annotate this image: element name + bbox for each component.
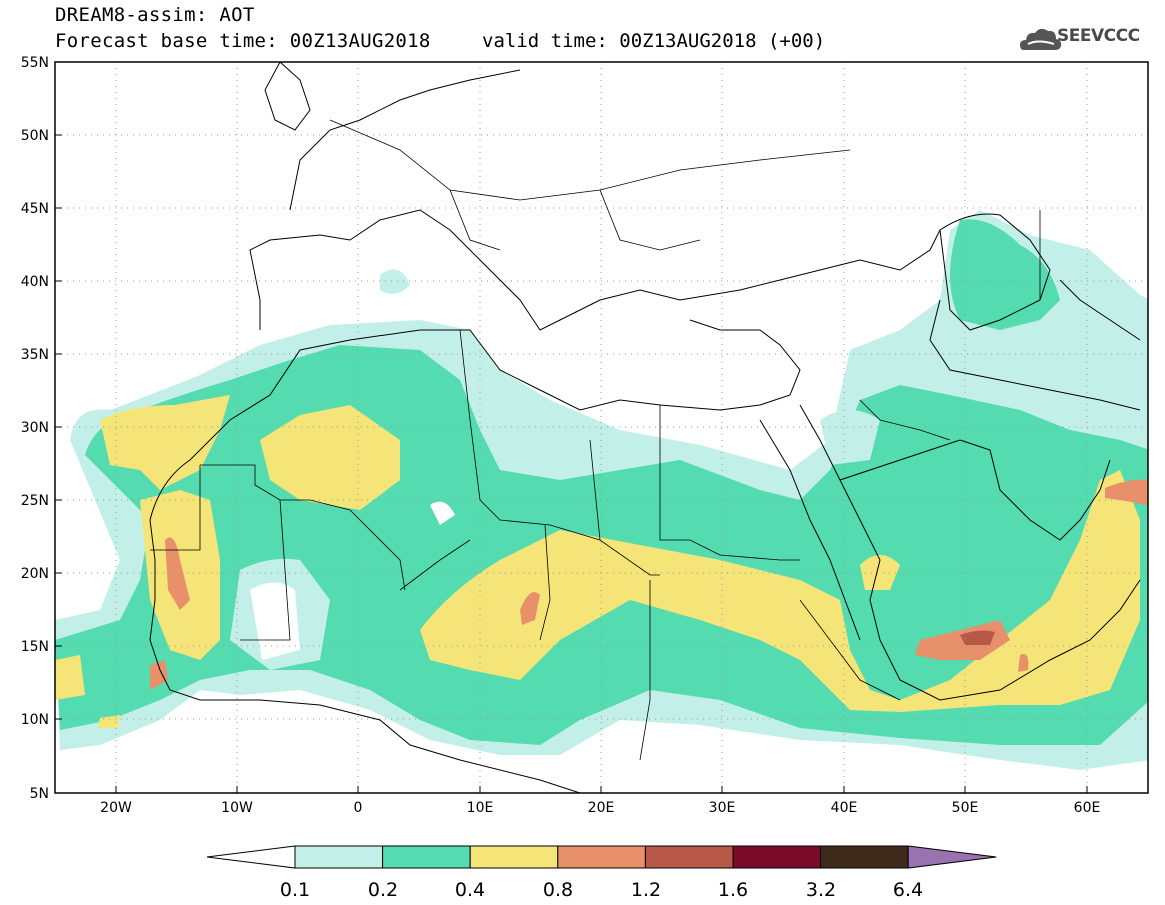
lon-label: 10W (221, 800, 253, 816)
legend-swatch (732, 845, 822, 869)
legend-swatch-below (206, 845, 296, 869)
legend-swatch (294, 845, 384, 869)
lon-label: 30E (709, 800, 736, 816)
base-time-label: Forecast base time: 00Z13AUG2018 (55, 30, 431, 52)
logo-text: SEEVCCC (1057, 26, 1140, 46)
valid-time-label: valid time: 00Z13AUG2018 (+00) (482, 30, 826, 52)
lon-label: 40E (831, 800, 858, 816)
country-borders (150, 119, 1041, 761)
graticule (55, 62, 1148, 793)
product-title: DREAM8-assim: AOT (55, 4, 255, 26)
lat-label: 40N (21, 274, 49, 290)
legend-swatches (206, 845, 997, 869)
legend-swatch (557, 845, 646, 869)
aot-band-1.2 (960, 630, 995, 645)
legend-label: 3.2 (806, 879, 836, 901)
lon-label: 0 (354, 800, 363, 816)
lon-label: 50E (952, 800, 979, 816)
legend-label: 0.1 (280, 879, 310, 901)
cloud-icon (1020, 28, 1062, 50)
lon-label: 60E (1074, 800, 1101, 816)
lon-labels: 20W 10W 0 10E 20E 30E 40E 50E 60E (100, 800, 1100, 816)
legend-labels: 0.1 0.2 0.4 0.8 1.2 1.6 3.2 6.4 (280, 879, 923, 901)
legend-label: 0.8 (543, 879, 573, 901)
lat-label: 20N (21, 566, 49, 582)
lon-label: 10E (467, 800, 494, 816)
lon-label: 20W (100, 800, 132, 816)
coastlines (149, 62, 1141, 793)
legend-label: 1.6 (718, 879, 748, 901)
lat-labels: 55N 50N 45N 40N 35N 30N 25N 20N 15N 10N … (21, 55, 49, 802)
aot-band-0.8 (150, 479, 1148, 690)
lat-label: 25N (21, 493, 49, 509)
legend-swatch (644, 845, 734, 869)
aot-field (55, 210, 1148, 770)
legend-swatch (820, 845, 909, 869)
lat-label: 15N (21, 639, 49, 655)
legend-label: 0.2 (368, 879, 398, 901)
axis-ticks (55, 61, 1088, 794)
legend-swatch-above (907, 845, 997, 869)
legend-label: 0.4 (455, 879, 485, 901)
legend-label: 6.4 (893, 879, 923, 901)
legend-label: 1.2 (631, 879, 661, 901)
lat-label: 10N (21, 712, 49, 728)
lat-label: 45N (21, 201, 49, 217)
lat-label: 55N (21, 55, 49, 71)
legend-swatch (382, 845, 471, 869)
color-legend: 0.1 0.2 0.4 0.8 1.2 1.6 3.2 6.4 (206, 845, 997, 901)
legend-swatch (469, 845, 559, 869)
lat-label: 30N (21, 420, 49, 436)
lon-label: 20E (588, 800, 615, 816)
lat-label: 5N (30, 786, 49, 802)
lat-label: 35N (21, 347, 49, 363)
lat-label: 50N (21, 128, 49, 144)
